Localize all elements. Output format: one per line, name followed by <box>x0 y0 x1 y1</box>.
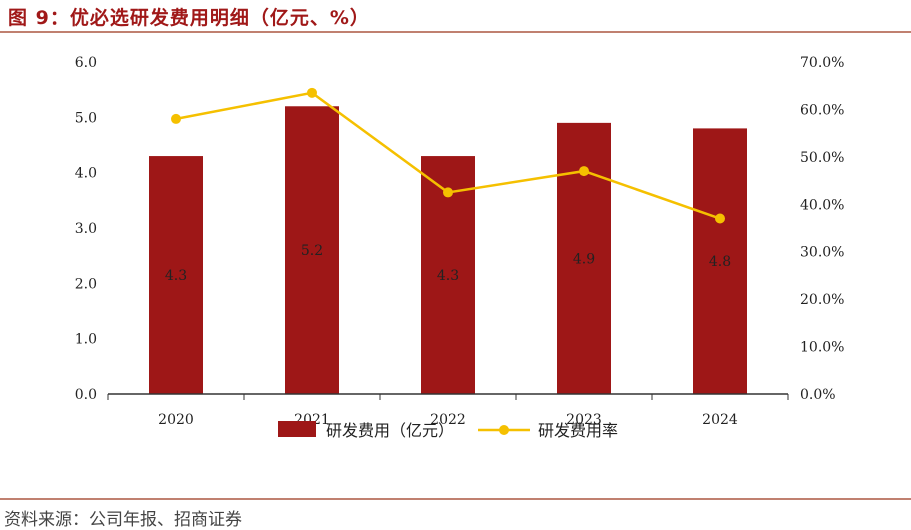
x-tick-label: 2020 <box>158 412 194 428</box>
bar <box>693 128 747 394</box>
right-tick-label: 0.0% <box>800 387 836 403</box>
bar-data-label: 4.9 <box>573 251 595 267</box>
right-tick-label: 30.0% <box>800 245 844 261</box>
legend-line-label: 研发费用率 <box>538 421 618 440</box>
bar-data-label: 5.2 <box>301 243 323 259</box>
right-axis-ticks: 0.0% 10.0% 20.0% 30.0% 40.0% 50.0% 60.0% 70.0% <box>800 55 844 403</box>
bar <box>285 106 339 395</box>
x-tick-label: 2024 <box>702 412 738 428</box>
x-tick-label: 2023 <box>566 412 602 428</box>
left-tick-label: 4.0 <box>75 166 97 182</box>
bar-series <box>149 106 747 395</box>
right-tick-label: 60.0% <box>800 102 844 118</box>
bar <box>149 156 203 394</box>
line-series <box>171 87 725 224</box>
left-tick-label: 3.0 <box>75 221 97 237</box>
left-tick-label: 0.0 <box>75 387 97 403</box>
right-tick-label: 50.0% <box>800 150 844 166</box>
left-tick-label: 5.0 <box>75 110 97 126</box>
line-point <box>715 213 725 224</box>
legend-bar-label: 研发费用（亿元） <box>326 421 454 440</box>
bar-data-label: 4.8 <box>709 254 731 270</box>
footer-divider <box>0 498 911 500</box>
title-divider <box>0 31 911 33</box>
legend: 研发费用（亿元） 研发费用率 <box>278 421 618 440</box>
left-tick-label: 2.0 <box>75 276 97 292</box>
right-tick-label: 20.0% <box>800 292 844 308</box>
bar-data-label: 4.3 <box>165 268 187 284</box>
legend-bar-swatch <box>278 421 316 437</box>
right-tick-label: 10.0% <box>800 340 844 356</box>
combo-chart: 0.0 1.0 2.0 3.0 4.0 5.0 6.0 0.0% 10.0% 20.0% 30.0… <box>75 55 845 440</box>
line-point <box>171 113 181 124</box>
left-tick-label: 1.0 <box>75 332 97 348</box>
source-note: 资料来源：公司年报、招商证券 <box>4 510 242 530</box>
line-point <box>443 187 453 198</box>
right-tick-label: 40.0% <box>800 197 844 213</box>
bar-data-label: 4.3 <box>437 268 459 284</box>
right-tick-label: 70.0% <box>800 55 844 71</box>
x-axis: 2020 2021 2022 2023 2024 <box>107 393 789 428</box>
line-point <box>307 87 317 98</box>
line-point <box>579 166 589 177</box>
chart-title: 图 9：优必选研发费用明细（亿元、%） <box>8 7 370 29</box>
left-axis-ticks: 0.0 1.0 2.0 3.0 4.0 5.0 6.0 <box>75 55 97 403</box>
bar-data-labels: 4.3 5.2 4.3 4.9 4.8 <box>165 243 731 284</box>
left-tick-label: 6.0 <box>75 55 97 71</box>
x-tick-label: 2022 <box>430 412 466 428</box>
legend-line-marker <box>499 425 509 435</box>
